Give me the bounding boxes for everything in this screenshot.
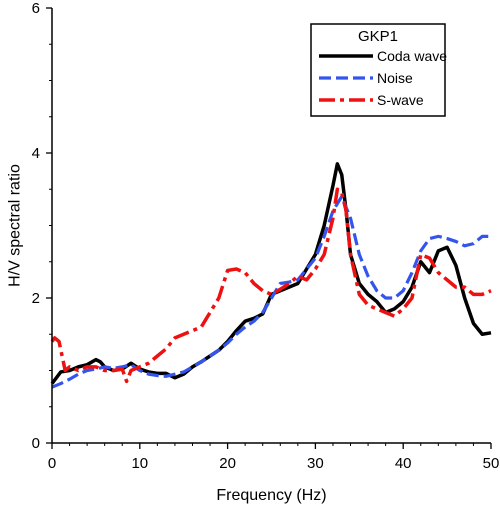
series-line-coda-wave <box>50 162 492 385</box>
y-tick-label: 4 <box>32 145 40 162</box>
x-tick-label: 20 <box>219 455 236 472</box>
legend-entries: Coda wave Noise S-wave <box>319 48 447 108</box>
y-tick-label: 0 <box>32 435 40 452</box>
x-tick-label: 30 <box>307 455 324 472</box>
legend-title: GKP1 <box>358 28 398 45</box>
y-axis-title: H/V spectral ratio <box>7 164 24 287</box>
x-tick-label: 0 <box>48 455 56 472</box>
series-line-s-wave <box>50 187 492 384</box>
y-tick-label: 2 <box>32 290 40 307</box>
series-line-noise <box>51 194 491 389</box>
legend-label-noise: Noise <box>377 70 413 86</box>
x-tick-label: 50 <box>483 455 500 472</box>
legend-label-coda-wave: Coda wave <box>377 48 447 64</box>
series-layer <box>50 162 492 389</box>
y-tick-label: 6 <box>32 0 40 17</box>
x-tick-label: 40 <box>395 455 412 472</box>
legend-label-s-wave: S-wave <box>377 92 424 108</box>
x-tick-label: 10 <box>131 455 148 472</box>
axes-layer: 0 10 20 30 40 50 0 2 4 6 <box>32 0 500 472</box>
x-axis-title: Frequency (Hz) <box>216 487 326 504</box>
legend: GKP1 Coda wave Noise S-wave <box>310 23 447 117</box>
